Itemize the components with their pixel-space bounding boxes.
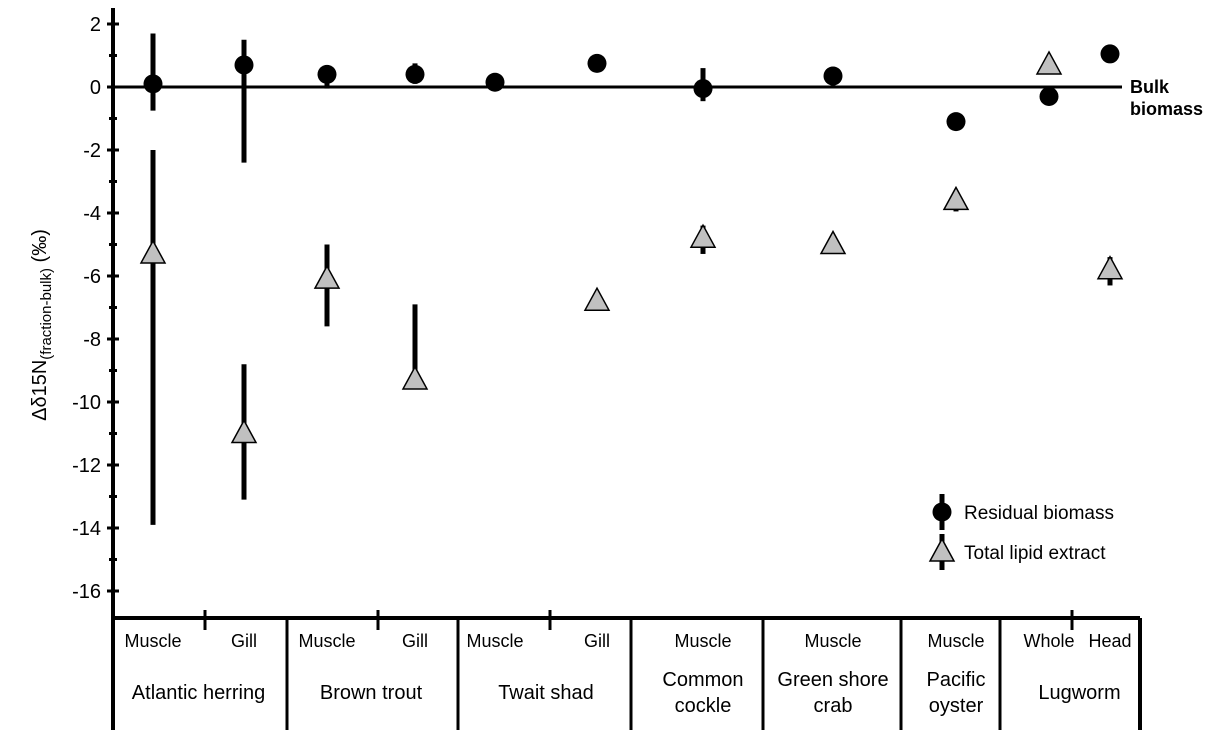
y-tick-label: 0 xyxy=(90,77,101,99)
tissue-label: Whole xyxy=(1023,631,1074,651)
tissue-label: Gill xyxy=(402,631,428,651)
species-label: Lugworm xyxy=(1038,682,1120,704)
legend: Residual biomass Total lipid extract xyxy=(928,494,1114,570)
y-tick-label: -8 xyxy=(83,329,101,351)
species-label: crab xyxy=(814,695,853,717)
residual-biomass-point xyxy=(405,64,425,84)
species-label: cockle xyxy=(675,695,732,717)
y-tick-label: -6 xyxy=(83,266,101,288)
species-label: Pacific xyxy=(927,669,986,691)
tissue-label: Muscle xyxy=(466,631,523,651)
y-tick-label: -12 xyxy=(72,455,101,477)
residual-biomass-point xyxy=(1039,86,1059,106)
species-label: Common xyxy=(662,669,743,691)
species-label: oyster xyxy=(929,695,984,717)
lipid-extract-point xyxy=(401,365,429,390)
y-tick-label: -4 xyxy=(83,203,101,225)
y-axis-label-subscript: (fraction-bulk) xyxy=(38,268,55,360)
species-label: Green shore xyxy=(777,669,888,691)
residual-biomass-point xyxy=(587,53,607,73)
data-markers xyxy=(139,44,1124,444)
residual-biomass-point xyxy=(485,72,505,92)
y-axis-label-unit: (‰) xyxy=(29,229,51,268)
tissue-label: Muscle xyxy=(804,631,861,651)
bulk-biomass-label: biomass xyxy=(1130,99,1203,119)
lipid-extract-point xyxy=(230,418,258,444)
y-tick-label: -16 xyxy=(72,581,101,603)
lipid-extract-point xyxy=(1096,255,1124,280)
species-label: Atlantic herring xyxy=(132,682,265,704)
species-label: Brown trout xyxy=(320,682,423,704)
legend-triangle-marker xyxy=(928,537,956,562)
residual-biomass-point xyxy=(946,112,966,132)
residual-biomass-point xyxy=(317,64,337,84)
y-axis-label: Δδ15N(fraction-bulk) (‰) xyxy=(29,229,55,421)
tissue-label: Gill xyxy=(231,631,257,651)
tissue-label: Muscle xyxy=(927,631,984,651)
tissue-label: Gill xyxy=(584,631,610,651)
tissue-label: Muscle xyxy=(298,631,355,651)
legend-label: Total lipid extract xyxy=(964,543,1106,564)
y-tick-label: -10 xyxy=(72,392,101,414)
y-tick-label: 2 xyxy=(90,14,101,36)
lipid-extract-point xyxy=(1035,50,1063,75)
tissue-label: Muscle xyxy=(124,631,181,651)
residual-biomass-point xyxy=(1100,44,1120,64)
lipid-extract-point xyxy=(583,286,611,311)
legend-circle-marker xyxy=(932,502,952,522)
species-label: Twait shad xyxy=(498,682,594,704)
bulk-biomass-label: Bulk xyxy=(1130,77,1170,97)
lipid-extract-point xyxy=(819,229,847,255)
residual-biomass-point xyxy=(143,74,163,94)
residual-biomass-point xyxy=(823,66,843,86)
residual-biomass-point xyxy=(234,55,254,75)
y-axis-label-main: Δδ15N xyxy=(29,360,51,421)
y-axis: 2 0 -2 -4 -6 -8 -10 -12 -14 -16 xyxy=(72,8,119,618)
residual-biomass-point xyxy=(693,79,713,99)
legend-label: Residual biomass xyxy=(964,503,1114,524)
lipid-extract-point xyxy=(313,264,341,289)
lipid-extract-point xyxy=(942,185,970,211)
y-tick-label: -2 xyxy=(83,140,101,162)
lipid-extract-point xyxy=(139,239,167,264)
lipid-extract-point xyxy=(689,223,717,248)
y-tick-label: -14 xyxy=(72,518,101,540)
tissue-label: Head xyxy=(1088,631,1131,651)
error-bars xyxy=(150,33,1113,525)
x-axis-categories: Muscle Gill Muscle Gill Muscle Gill Muscle Musc… xyxy=(111,610,1142,730)
tissue-label: Muscle xyxy=(674,631,731,651)
